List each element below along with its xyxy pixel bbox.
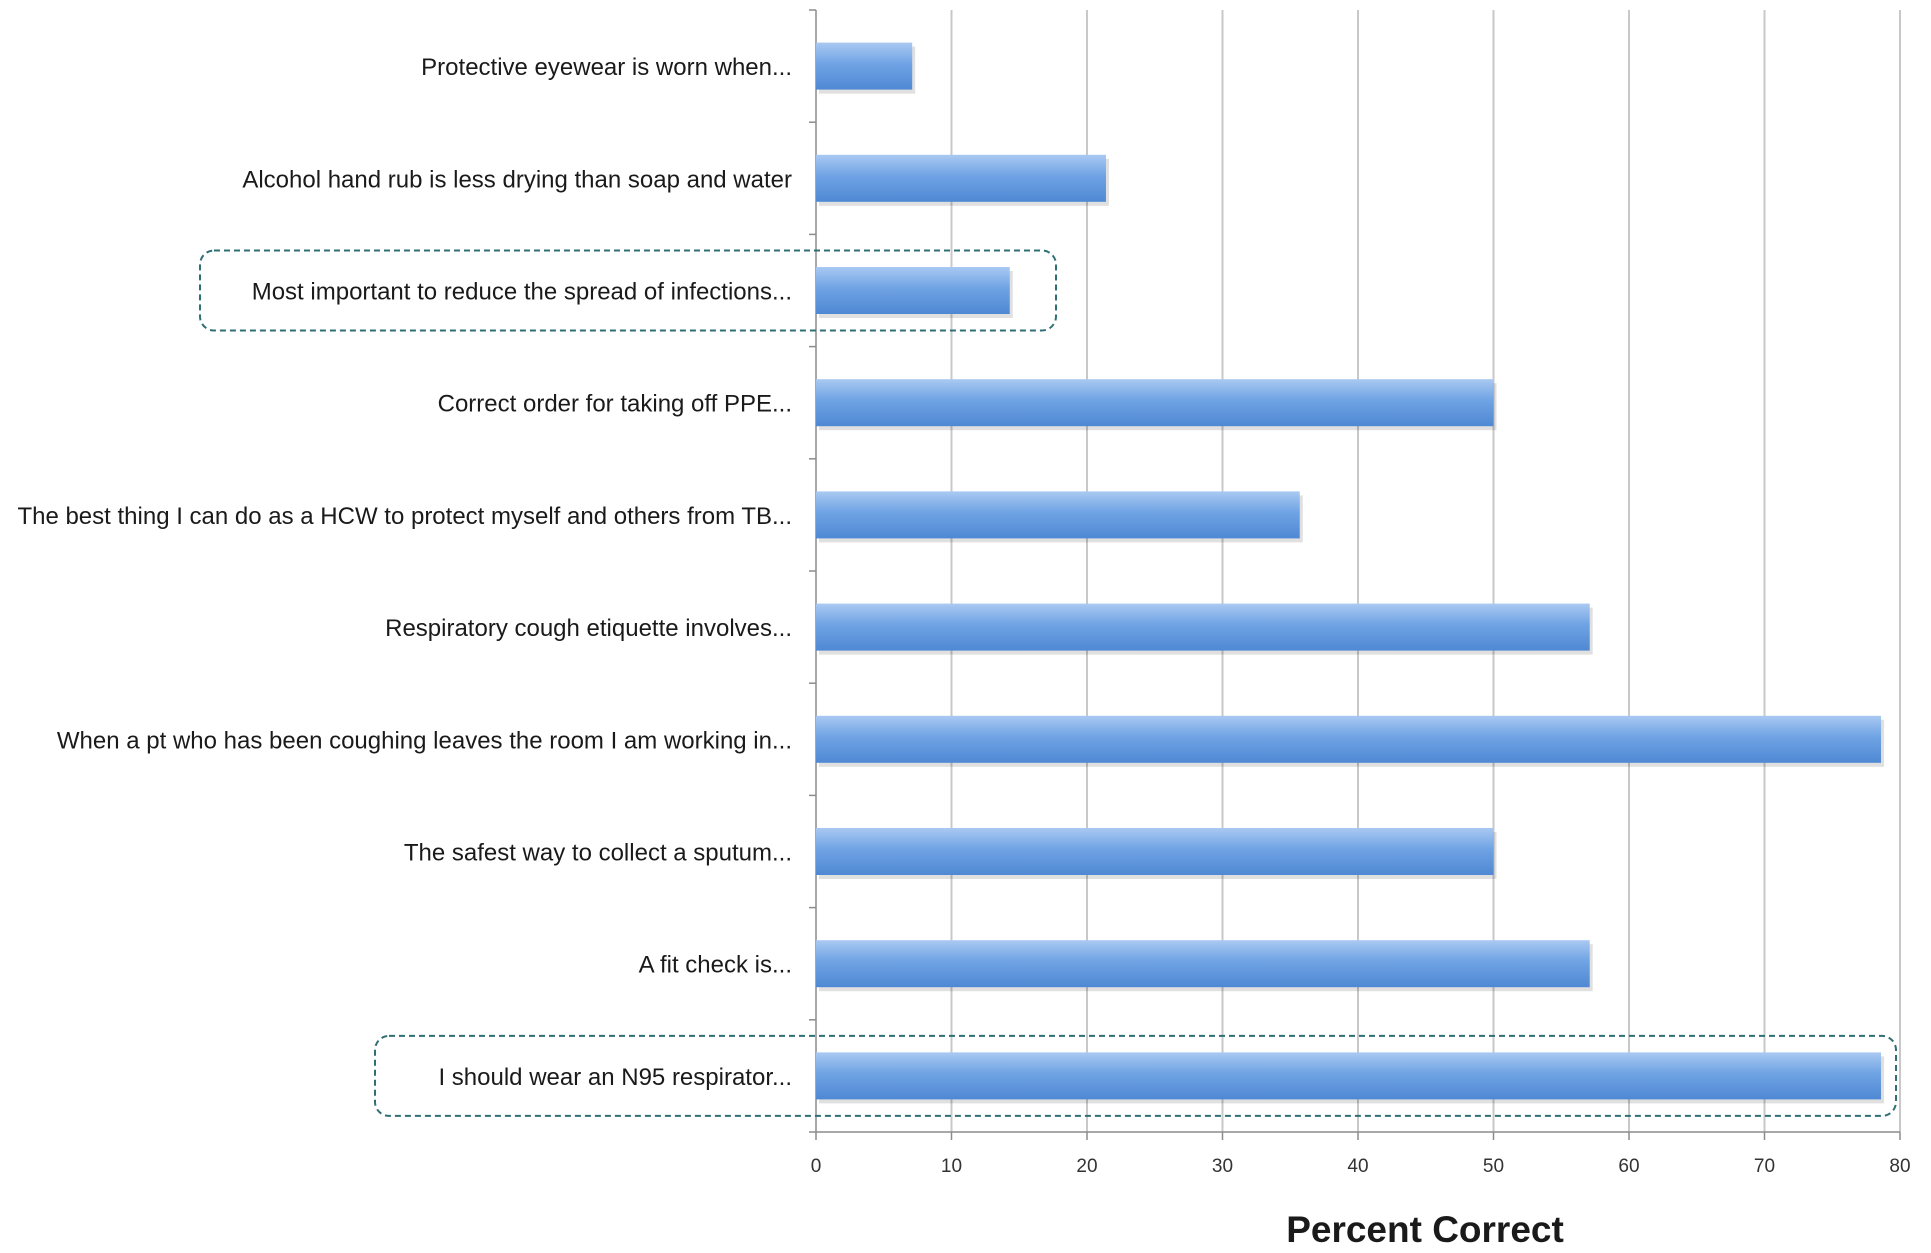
category-label-2: Alcohol hand rub is less drying than soa… bbox=[242, 166, 792, 193]
bar-4 bbox=[816, 379, 1494, 427]
bar-9 bbox=[816, 940, 1590, 988]
x-tick-label-0: 0 bbox=[811, 1156, 822, 1177]
x-tick-label-70: 70 bbox=[1754, 1156, 1775, 1177]
x-tick-label-40: 40 bbox=[1347, 1156, 1368, 1177]
category-label-10: I should wear an N95 respirator... bbox=[438, 1064, 792, 1091]
bar-3 bbox=[816, 267, 1010, 314]
x-tick-label-10: 10 bbox=[941, 1156, 962, 1177]
category-label-9: A fit check is... bbox=[639, 952, 792, 979]
bar-10 bbox=[816, 1052, 1882, 1100]
highlight-box-3 bbox=[199, 249, 1057, 332]
highlight-box-10 bbox=[374, 1034, 1897, 1117]
x-tick-label-60: 60 bbox=[1618, 1156, 1639, 1177]
category-label-8: The safest way to collect a sputum... bbox=[404, 840, 792, 867]
category-labels: Protective eyewear is worn when... Alcoho… bbox=[17, 54, 792, 1091]
category-label-6: Respiratory cough etiquette involves... bbox=[385, 615, 792, 642]
category-label-1: Protective eyewear is worn when... bbox=[421, 54, 792, 81]
bars bbox=[816, 42, 1885, 1104]
bar-6 bbox=[816, 603, 1590, 651]
bar-5 bbox=[816, 491, 1300, 539]
category-label-4: Correct order for taking off PPE... bbox=[438, 391, 792, 418]
category-label-3: Most important to reduce the spread of i… bbox=[252, 279, 792, 306]
bar-8 bbox=[816, 828, 1494, 875]
x-tick-labels: 0 10 20 30 40 50 60 70 80 bbox=[811, 1156, 1911, 1177]
x-tick-label-50: 50 bbox=[1483, 1156, 1504, 1177]
x-tick-label-80: 80 bbox=[1889, 1156, 1910, 1177]
bar-1 bbox=[816, 42, 913, 90]
bar-2 bbox=[816, 154, 1106, 202]
bar-7 bbox=[816, 715, 1882, 763]
x-tick-label-20: 20 bbox=[1076, 1156, 1097, 1177]
highlight-boxes bbox=[199, 249, 1897, 1117]
category-label-5: The best thing I can do as a HCW to prot… bbox=[17, 503, 792, 530]
x-tick-label-30: 30 bbox=[1212, 1156, 1233, 1177]
x-axis-title: Percent Correct bbox=[1286, 1209, 1564, 1248]
category-label-7: When a pt who has been coughing leaves t… bbox=[57, 727, 792, 754]
